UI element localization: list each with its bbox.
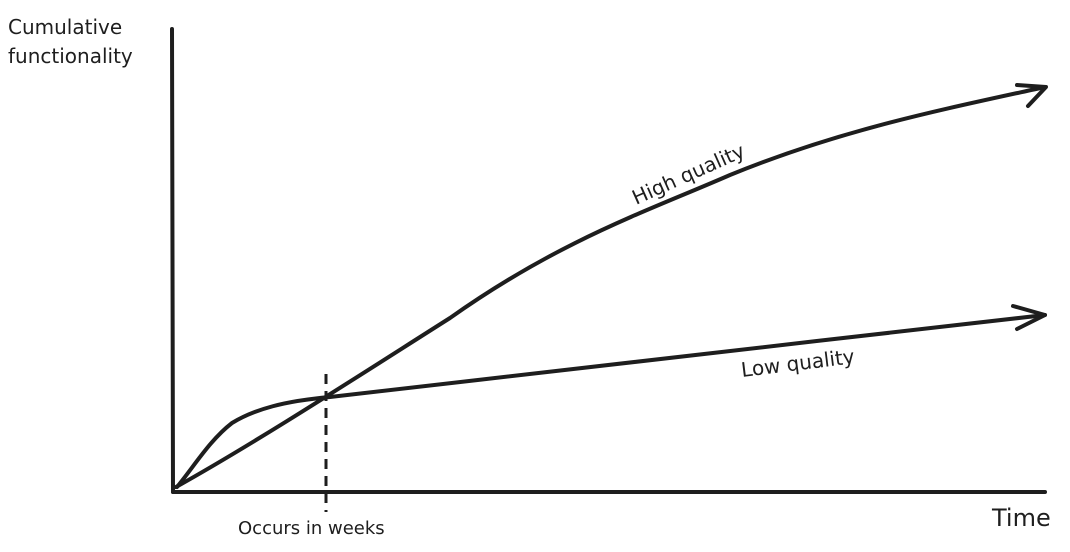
high-quality-arrowhead xyxy=(1015,83,1048,108)
low-quality-arrowhead xyxy=(1011,304,1047,331)
y-axis-label-line1: Cumulative xyxy=(8,15,122,39)
crossover-note-label: Occurs in weeks xyxy=(238,518,385,539)
x-axis-label: Time xyxy=(991,504,1051,532)
high-quality-curve xyxy=(174,85,1047,489)
low-quality-curve xyxy=(175,313,1047,489)
y-axis xyxy=(170,27,175,494)
y-axis-label-line2: functionality xyxy=(8,44,133,68)
